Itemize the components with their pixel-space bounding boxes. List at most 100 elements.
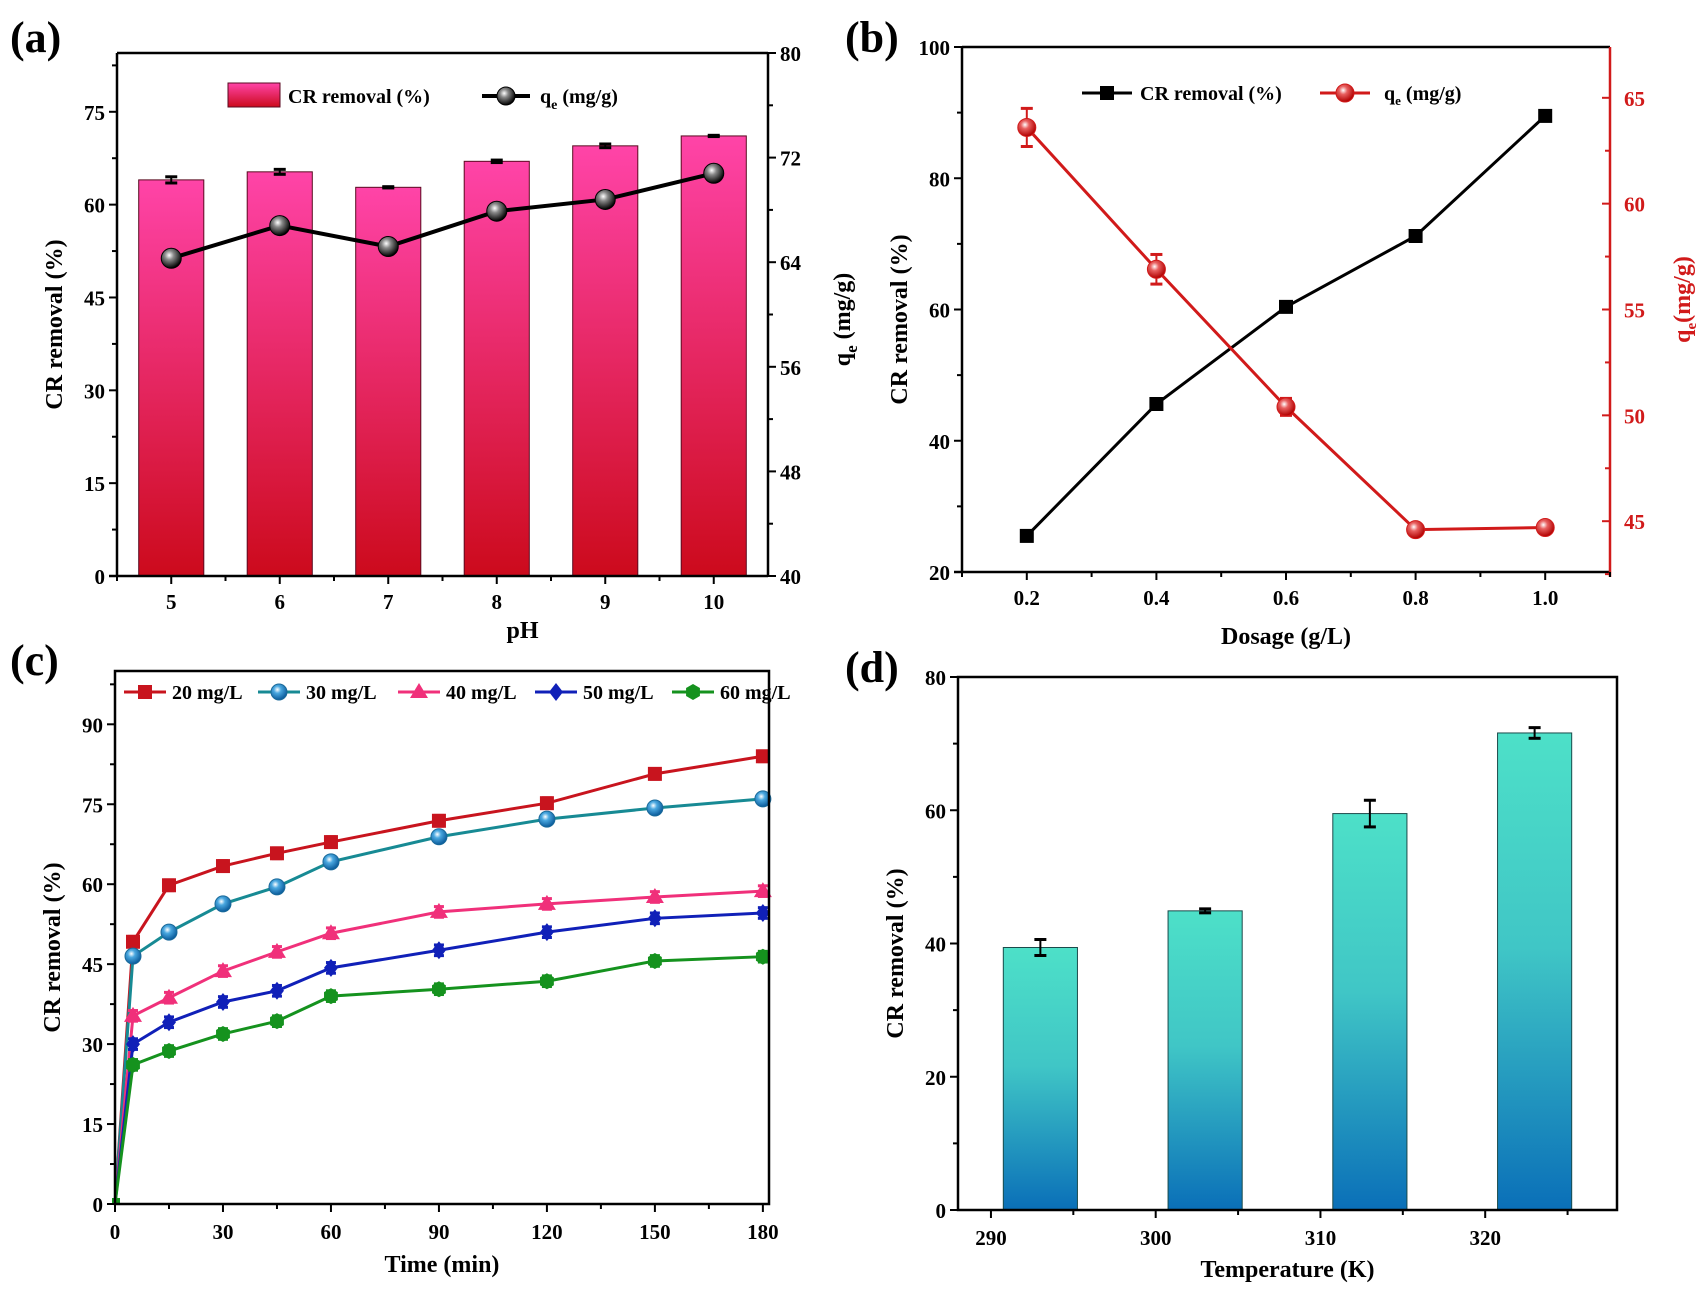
y2-axis-title-sub: e bbox=[1684, 322, 1700, 329]
series-30-mg-l bbox=[112, 790, 772, 1205]
x-tick-label: 0.4 bbox=[1143, 586, 1170, 610]
y2-tick-label: 60 bbox=[1624, 193, 1645, 217]
y-tick-label: 100 bbox=[919, 36, 951, 60]
legend-label-qe-sub: e bbox=[551, 98, 557, 113]
panel-label-a: (a) bbox=[10, 13, 61, 62]
cr-removal-point bbox=[1149, 397, 1164, 411]
series-point bbox=[755, 749, 770, 764]
legend-marker bbox=[270, 683, 288, 701]
series-point bbox=[647, 909, 662, 928]
y2-tick-label: 64 bbox=[780, 251, 802, 275]
y-tick-label: 60 bbox=[925, 799, 946, 823]
bar bbox=[1497, 732, 1573, 1211]
y2-tick-label: 55 bbox=[1624, 299, 1645, 323]
legend-label-qe: qe (mg/g) bbox=[1384, 83, 1461, 108]
series-point bbox=[646, 799, 664, 817]
panel-d-temperature-effect: 0 20 40 60 80 290 300 310 320 Temperature (K) CR r… bbox=[883, 666, 1619, 1283]
series-60-mg-l bbox=[112, 948, 770, 1205]
qe-point bbox=[1535, 518, 1555, 538]
plot-frame bbox=[113, 669, 771, 1206]
x-tick-label: 120 bbox=[531, 1220, 563, 1244]
legend-label-cr-removal: CR removal (%) bbox=[1140, 83, 1282, 105]
legend-marker-sphere bbox=[1335, 83, 1355, 103]
y-tick-label: 30 bbox=[84, 379, 105, 403]
cr-removal-line bbox=[1025, 114, 1547, 537]
series-point bbox=[755, 903, 770, 922]
y2-axis-title: qe (mg/g) bbox=[830, 273, 861, 367]
x-tick-label: 9 bbox=[600, 590, 611, 614]
x-tick-label: 150 bbox=[639, 1220, 671, 1244]
y-tick-label: 90 bbox=[82, 713, 103, 737]
x-tick-label: 320 bbox=[1469, 1226, 1501, 1250]
series-point bbox=[161, 878, 176, 893]
series-20-mg-l bbox=[112, 749, 770, 1205]
y2-tick-label: 80 bbox=[780, 42, 801, 66]
x-tick-label: 310 bbox=[1305, 1226, 1337, 1250]
series-point bbox=[269, 846, 284, 861]
y-tick-label: 75 bbox=[82, 793, 103, 817]
legend-label: 50 mg/L bbox=[583, 682, 654, 704]
series-point bbox=[213, 962, 232, 978]
series-line bbox=[113, 911, 763, 1205]
legend-label-qe-unit: (mg/g) bbox=[1401, 83, 1462, 105]
x-tick-label: 0.8 bbox=[1402, 586, 1428, 610]
legend-marker bbox=[686, 684, 700, 700]
y2-tick-label: 72 bbox=[780, 147, 801, 171]
bar-error-bar bbox=[599, 142, 612, 150]
legend-marker-sphere bbox=[496, 86, 516, 106]
series-point bbox=[125, 934, 140, 949]
series-point bbox=[126, 1056, 140, 1073]
series-point bbox=[432, 981, 446, 998]
y2-axis-title-unit: (mg/g) bbox=[830, 273, 856, 346]
series-point bbox=[321, 924, 340, 940]
y-tick-label: 60 bbox=[84, 194, 105, 218]
y-axis-title: CR removal (%) bbox=[883, 868, 909, 1038]
series-point bbox=[162, 1043, 176, 1060]
legend: 20 mg/L 30 mg/L 40 mg/L 50 mg/L 60 mg/L bbox=[124, 682, 791, 704]
series-point bbox=[323, 958, 338, 977]
series-line bbox=[113, 889, 763, 1205]
series-point bbox=[429, 902, 448, 918]
y2-axis-title: qe(mg/g) bbox=[1670, 256, 1700, 343]
x-tick-label: 0 bbox=[110, 1220, 121, 1244]
cr-removal-point bbox=[1019, 528, 1034, 543]
bar bbox=[138, 179, 205, 577]
x-tick-label: 90 bbox=[428, 1220, 449, 1244]
x-tick-label: 8 bbox=[492, 590, 503, 614]
series-point bbox=[160, 923, 178, 941]
cr-removal-point bbox=[1279, 299, 1293, 314]
y2-axis-title-unit: (mg/g) bbox=[1670, 256, 1696, 323]
x-axis-title: pH bbox=[506, 618, 538, 644]
series-line bbox=[113, 955, 763, 1205]
bar-error-bar bbox=[1199, 907, 1212, 915]
bar-error-bar bbox=[1528, 726, 1541, 740]
y-tick-label: 15 bbox=[82, 1113, 103, 1137]
bar bbox=[1167, 910, 1243, 1211]
y-axis-title: CR removal (%) bbox=[887, 234, 913, 404]
series-line bbox=[113, 754, 764, 1205]
series-point bbox=[755, 948, 770, 965]
legend-swatch-bar bbox=[227, 82, 281, 108]
bar bbox=[680, 135, 747, 577]
y2-axis-title-main: q bbox=[830, 352, 856, 366]
bar-error-bar bbox=[490, 158, 503, 165]
bar-error-bar bbox=[165, 175, 178, 185]
series-point bbox=[538, 810, 556, 828]
y-tick-label: 80 bbox=[929, 167, 950, 191]
series-point bbox=[323, 835, 338, 850]
y2-tick-label: 40 bbox=[780, 565, 801, 589]
qe-point bbox=[377, 236, 399, 258]
y-tick-label: 60 bbox=[929, 299, 950, 323]
qe-point bbox=[594, 188, 616, 210]
series-point bbox=[322, 853, 340, 871]
y2-tick-label: 65 bbox=[1624, 87, 1645, 111]
panel-b-dosage-effect: 20 40 60 80 100 45 50 55 60 65 0.2 0.4 0.6 0.8 1.0 Dosa… bbox=[887, 36, 1700, 650]
legend-marker bbox=[410, 683, 428, 698]
y-tick-label: 40 bbox=[925, 933, 946, 957]
x-tick-label: 0.2 bbox=[1014, 586, 1040, 610]
legend-label-qe-unit: (mg/g) bbox=[557, 86, 618, 108]
legend-label: 40 mg/L bbox=[446, 682, 517, 704]
x-axis-title: Time (min) bbox=[385, 1252, 500, 1278]
panel-label-c: (c) bbox=[10, 636, 59, 685]
